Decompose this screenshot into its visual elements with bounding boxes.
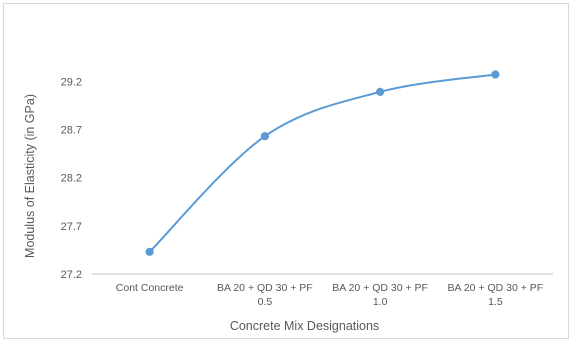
- data-point-marker: [491, 70, 500, 79]
- y-tick-label: 29.2: [61, 76, 82, 88]
- y-tick-label: 28.2: [61, 173, 82, 185]
- y-tick-labels: 27.2 27.7 28.2 28.7 29.2: [61, 76, 82, 281]
- x-tick-label: Cont Concrete: [116, 282, 184, 294]
- x-tick-label-line: 1.5: [488, 296, 503, 308]
- y-tick-label: 27.7: [61, 221, 82, 233]
- x-tick-label: BA 20 + QD 30 + PF 1.0: [332, 282, 428, 308]
- x-tick-label-line: BA 20 + QD 30 + PF: [217, 282, 313, 294]
- plot-area: [145, 70, 500, 256]
- x-tick-label: BA 20 + QD 30 + PF 1.5: [448, 282, 544, 308]
- x-tick-label-line: BA 20 + QD 30 + PF: [332, 282, 428, 294]
- y-axis-title: Modulus of Elasticity (in GPa): [23, 94, 37, 258]
- x-tick-label-line: 0.5: [258, 296, 273, 308]
- y-tick-label: 28.7: [61, 124, 82, 136]
- data-point-marker: [376, 87, 385, 96]
- x-tick-labels: Cont Concrete BA 20 + QD 30 + PF 0.5BA 20 …: [116, 282, 543, 308]
- x-tick-label-line: BA 20 + QD 30 + PF: [448, 282, 544, 294]
- x-tick-label: BA 20 + QD 30 + PF 0.5: [217, 282, 313, 308]
- series-line: [148, 73, 496, 253]
- data-point-marker: [145, 247, 154, 256]
- x-tick-label-line: Cont Concrete: [116, 282, 184, 294]
- x-axis-title: Concrete Mix Designations: [230, 319, 379, 333]
- y-tick-label: 27.2: [61, 269, 82, 281]
- data-point-marker: [260, 132, 269, 141]
- x-tick-label-line: 1.0: [373, 296, 388, 308]
